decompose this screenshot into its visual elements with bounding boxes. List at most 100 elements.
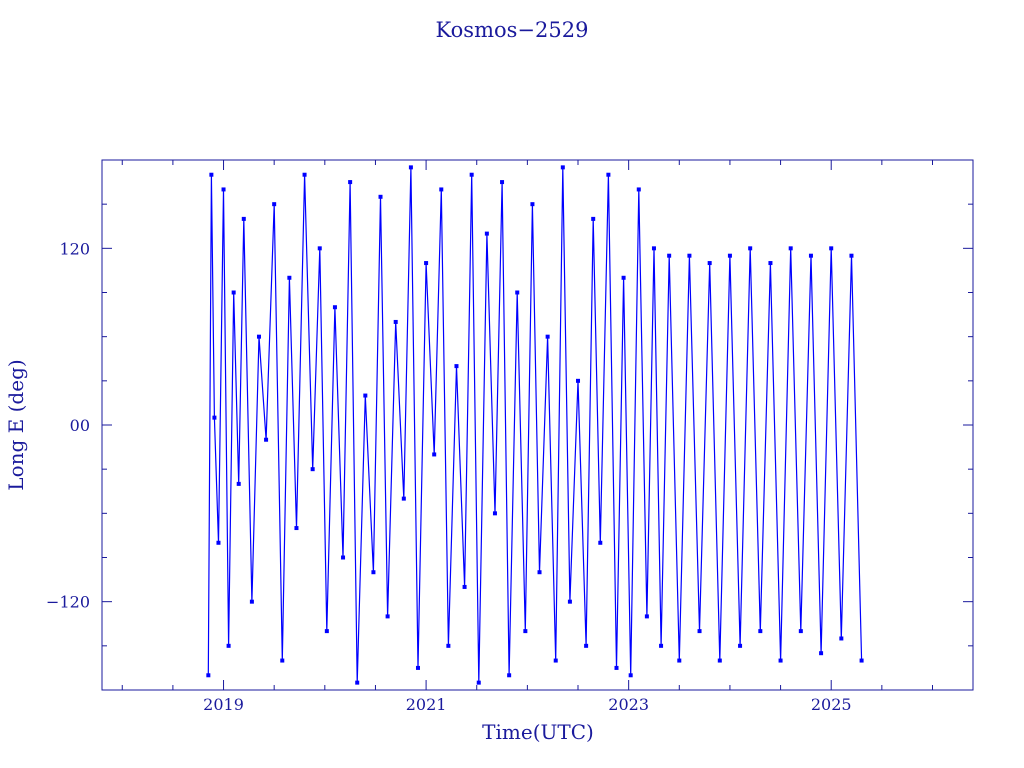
data-point	[454, 364, 459, 369]
data-point	[332, 305, 337, 310]
data-point	[272, 202, 277, 207]
data-point	[530, 202, 535, 207]
data-point	[355, 680, 360, 685]
data-point	[241, 216, 246, 221]
data-layer	[206, 165, 864, 685]
tick-labels: 2019 2021 2023 2025 120 00 −120	[46, 239, 852, 714]
data-point	[553, 658, 558, 663]
data-point	[341, 555, 346, 560]
data-point	[212, 415, 217, 420]
data-point	[371, 570, 376, 575]
data-point	[424, 261, 429, 266]
data-point	[717, 658, 722, 663]
data-point	[567, 599, 572, 604]
data-point	[363, 393, 368, 398]
data-point	[221, 187, 226, 192]
data-point	[317, 246, 322, 251]
data-point	[324, 629, 329, 634]
data-point	[439, 187, 444, 192]
data-point	[432, 452, 437, 457]
data-point	[209, 172, 214, 177]
data-point	[697, 629, 702, 634]
data-point	[667, 253, 672, 258]
data-point	[523, 629, 528, 634]
data-point	[537, 570, 542, 575]
data-point	[216, 540, 221, 545]
data-point	[462, 584, 467, 589]
data-point	[469, 172, 474, 177]
y-tick-label: 120	[59, 239, 90, 258]
data-point	[446, 643, 451, 648]
data-point	[659, 643, 664, 648]
data-point	[287, 275, 292, 280]
data-point	[256, 334, 261, 339]
y-tick-label: −120	[46, 593, 90, 612]
data-point	[401, 496, 406, 501]
data-point	[819, 651, 824, 656]
data-point	[636, 187, 641, 192]
data-point	[236, 481, 241, 486]
data-point	[415, 665, 420, 670]
data-point	[748, 246, 753, 251]
data-point	[687, 253, 692, 258]
x-tick-label: 2023	[608, 695, 649, 714]
data-point	[264, 437, 269, 442]
data-point	[808, 253, 813, 258]
data-point	[727, 253, 732, 258]
data-point	[677, 658, 682, 663]
data-point	[829, 246, 834, 251]
y-axis-label: Long E (deg)	[4, 359, 28, 490]
data-point	[849, 253, 854, 258]
data-point	[484, 231, 489, 236]
data-point	[294, 526, 299, 531]
data-point	[545, 334, 550, 339]
data-point	[778, 658, 783, 663]
data-point	[644, 614, 649, 619]
series-line	[207, 167, 863, 683]
x-tick-label: 2019	[203, 695, 244, 714]
data-point	[621, 275, 626, 280]
data-point	[310, 467, 315, 472]
ticks-layer	[102, 160, 973, 690]
data-point	[758, 629, 763, 634]
data-point	[798, 629, 803, 634]
data-point	[206, 673, 211, 678]
data-point	[515, 290, 520, 295]
data-point	[651, 246, 656, 251]
data-point	[859, 658, 864, 663]
x-tick-label: 2025	[811, 695, 852, 714]
data-point	[614, 665, 619, 670]
y-tick-label: 00	[70, 416, 90, 435]
data-point	[707, 261, 712, 266]
data-point	[302, 172, 307, 177]
data-point	[768, 261, 773, 266]
plot-frame	[101, 159, 974, 691]
data-point	[492, 511, 497, 516]
data-point	[476, 680, 481, 685]
data-point	[378, 194, 383, 199]
data-point	[598, 540, 603, 545]
data-point	[560, 165, 565, 170]
data-point	[507, 673, 512, 678]
data-point	[393, 319, 398, 324]
data-point	[408, 165, 413, 170]
data-point	[839, 636, 844, 641]
chart-title: Kosmos−2529	[436, 18, 589, 42]
data-point	[738, 643, 743, 648]
data-point	[231, 290, 236, 295]
data-point	[788, 246, 793, 251]
data-point	[584, 643, 589, 648]
data-point	[280, 658, 285, 663]
data-point	[576, 378, 581, 383]
data-point	[249, 599, 254, 604]
data-point	[500, 180, 505, 185]
data-point	[606, 172, 611, 177]
data-point	[628, 673, 633, 678]
data-point	[348, 180, 353, 185]
x-axis-label: Time(UTC)	[482, 720, 594, 744]
x-tick-label: 2021	[406, 695, 447, 714]
data-point	[591, 216, 596, 221]
data-point	[226, 643, 231, 648]
data-point	[385, 614, 390, 619]
